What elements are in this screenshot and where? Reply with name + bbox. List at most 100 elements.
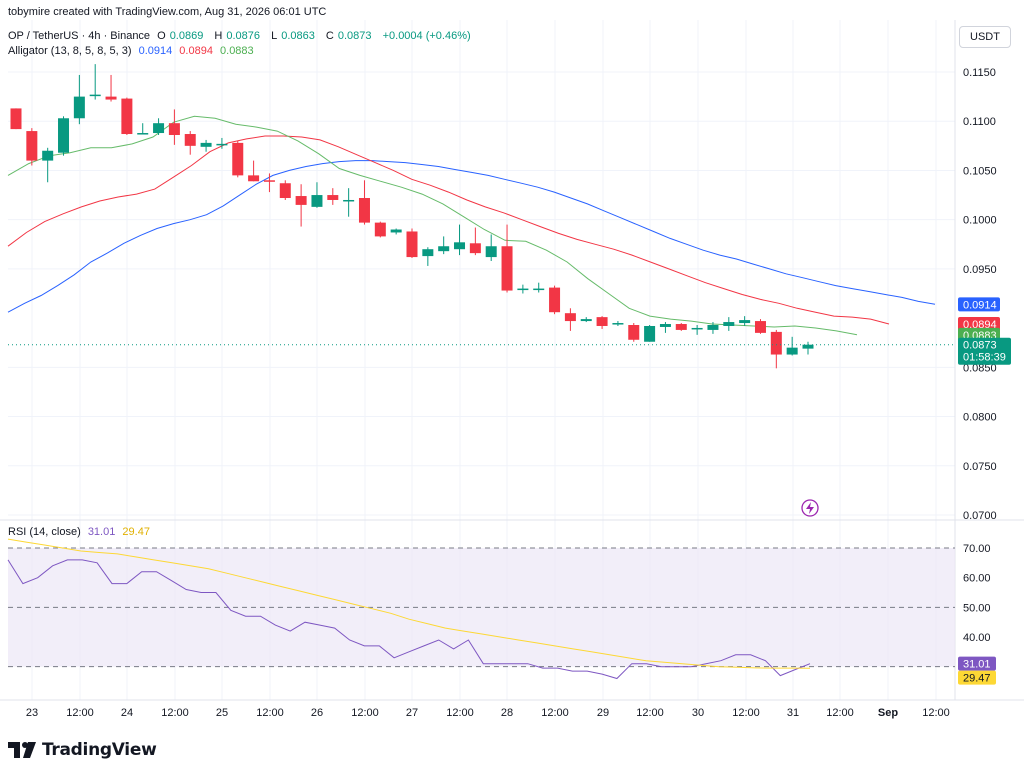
candle <box>200 139 212 152</box>
candle <box>501 224 513 293</box>
rsi-tick-label: 70.00 <box>963 543 991 555</box>
candle <box>580 317 592 323</box>
candle-body <box>485 246 497 258</box>
candle-body <box>802 344 814 349</box>
candle-body <box>311 195 323 207</box>
lightning-icon <box>806 502 814 514</box>
candle <box>438 236 450 255</box>
tradingview-logo-text: TradingView <box>42 740 157 760</box>
countdown-text: 01:58:39 <box>963 352 1006 364</box>
candle <box>564 308 576 331</box>
candle-body <box>406 231 418 258</box>
candle-body <box>153 123 165 134</box>
candle <box>295 184 307 227</box>
candle-body <box>390 229 402 233</box>
candle-body <box>754 321 766 333</box>
symbol-name[interactable]: OP / TetherUS · 4h · Binance <box>8 30 151 42</box>
price-tick-label: 0.0800 <box>963 412 997 424</box>
candle <box>707 322 719 334</box>
ohlc-open: O 0.0869 <box>157 30 204 42</box>
candle-body <box>10 108 22 130</box>
rsi-ma-tag-bg <box>958 670 996 685</box>
time-tick-label: 25 <box>216 707 228 719</box>
candle-body <box>216 143 228 146</box>
tradingview-logo-icon <box>8 742 36 758</box>
price-tick-label: 0.1000 <box>963 215 997 227</box>
candle-body <box>549 287 561 313</box>
candle-body <box>533 288 545 291</box>
candle-body <box>58 118 70 153</box>
price-change: +0.0004 (+0.46%) <box>382 30 471 42</box>
current-price-tag-bg <box>958 337 1011 365</box>
candle <box>105 74 117 102</box>
candle-body <box>739 320 751 324</box>
time-tick-label: 31 <box>787 707 799 719</box>
time-tick-label: 12:00 <box>732 707 760 719</box>
price-tick-label: 0.0850 <box>963 362 997 374</box>
ohlc-high: H 0.0876 <box>214 30 261 42</box>
candle-body <box>248 175 260 182</box>
rsi-line <box>7 559 811 680</box>
tradingview-logo[interactable]: TradingView <box>8 738 157 762</box>
candle <box>153 118 165 136</box>
candle-body <box>89 94 101 97</box>
price-tick-label: 0.0750 <box>963 461 997 473</box>
candle-body <box>580 319 592 322</box>
candle-body <box>438 246 450 252</box>
ohlc-low: L 0.0863 <box>271 30 315 42</box>
candle <box>644 325 656 342</box>
candle <box>137 123 149 135</box>
candle <box>786 336 798 356</box>
rsi-tick-label: 60.00 <box>963 573 991 585</box>
candle <box>485 234 497 262</box>
candle <box>89 64 101 100</box>
candle-body <box>121 98 133 135</box>
candle <box>26 128 38 166</box>
rsi-legend[interactable]: RSI (14, close) 31.01 29.47 <box>8 526 154 538</box>
alligator-legend[interactable]: Alligator (13, 8, 5, 8, 5, 3) 0.0914 0.0… <box>8 45 258 57</box>
jaw-price-tag-text: 0.0914 <box>963 299 997 311</box>
rsi-ma-value: 29.47 <box>122 526 150 538</box>
candle-body <box>105 96 117 100</box>
time-tick-label: 12:00 <box>66 707 94 719</box>
current-price-text: 0.0873 <box>963 340 997 352</box>
candle <box>279 180 291 200</box>
candle-body <box>675 324 687 330</box>
candle-body <box>422 249 434 257</box>
candle <box>248 160 260 182</box>
candle <box>73 74 85 125</box>
time-tick-label: 28 <box>501 707 513 719</box>
candle <box>596 316 608 329</box>
time-tick-label: 24 <box>121 707 133 719</box>
candle <box>42 147 54 183</box>
candle-body <box>501 246 513 291</box>
currency-button[interactable]: USDT <box>959 26 1011 48</box>
jaw-price-tag-bg <box>958 297 1000 312</box>
candle <box>390 228 402 235</box>
candle-body <box>327 195 339 200</box>
teeth-price-tag-bg <box>958 317 1000 332</box>
candle <box>533 282 545 293</box>
price-tick-label: 0.0950 <box>963 264 997 276</box>
time-tick-label: Sep <box>878 707 898 719</box>
candle <box>406 228 418 259</box>
rsi-label: RSI (14, close) <box>8 526 81 538</box>
time-tick-label: 23 <box>26 707 38 719</box>
ohlc-close: C 0.0873 <box>325 30 372 42</box>
candle-body <box>73 96 85 119</box>
candle-body <box>564 313 576 322</box>
candle <box>168 109 180 145</box>
candle <box>754 319 766 334</box>
candle-body <box>374 222 386 237</box>
candle-body <box>137 133 149 135</box>
candle <box>723 317 735 331</box>
candle-body <box>279 183 291 199</box>
time-tick-label: 12:00 <box>446 707 474 719</box>
time-tick-label: 12:00 <box>922 707 950 719</box>
candle <box>675 323 687 331</box>
alligator-lips-value: 0.0883 <box>220 45 254 57</box>
candle-body <box>184 134 196 146</box>
candle <box>58 116 70 156</box>
